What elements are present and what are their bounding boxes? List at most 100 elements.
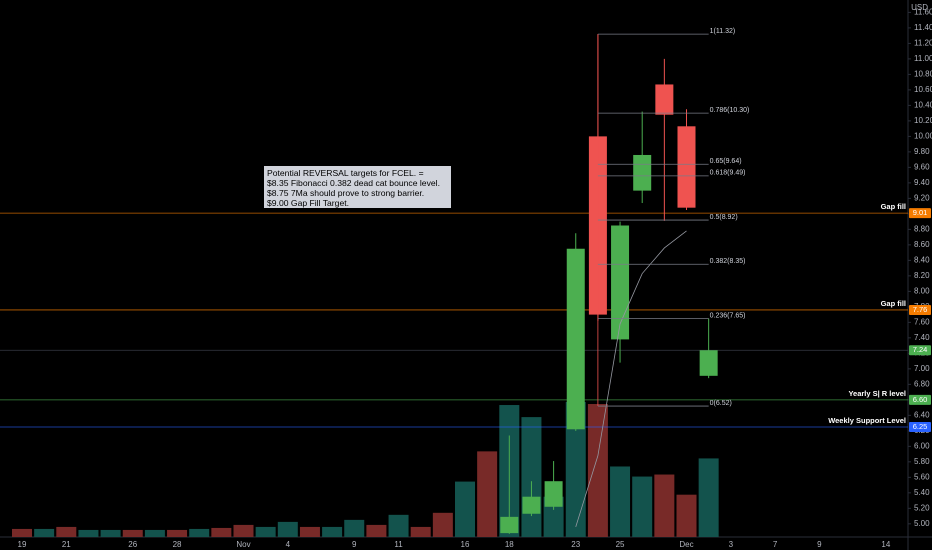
level-price-label: 7.76 xyxy=(913,305,928,314)
y-tick-label: 10.00 xyxy=(914,131,932,140)
y-tick-label: 8.00 xyxy=(914,286,930,295)
annotation-line: Potential REVERSAL targets for FCEL. = xyxy=(267,168,424,178)
y-tick-label: 6.00 xyxy=(914,441,930,450)
fib-label: 1(11.32) xyxy=(710,28,736,35)
level-price-box xyxy=(909,394,931,405)
annotation-box xyxy=(264,166,451,208)
y-tick-label: 8.20 xyxy=(914,271,930,280)
candle-body xyxy=(566,248,585,430)
x-tick-label: Nov xyxy=(236,540,250,549)
volume-bar xyxy=(366,524,387,537)
level-name: Gap fill xyxy=(881,299,906,308)
level-price-label: 6.25 xyxy=(913,422,928,431)
x-tick-label: Dec xyxy=(679,540,693,549)
level-name: Weekly Support Level xyxy=(828,416,906,425)
level-price-box xyxy=(909,421,931,432)
level-price-box xyxy=(909,304,931,315)
volume-bar xyxy=(144,529,165,537)
level-price-label: 6.60 xyxy=(913,395,928,404)
fib-label: 0.236(7.65) xyxy=(710,312,746,319)
volume-bar xyxy=(277,521,298,537)
volume-bar xyxy=(698,458,719,537)
x-tick-label: 9 xyxy=(817,540,822,549)
x-tick-label: 16 xyxy=(461,540,470,549)
y-tick-label: 10.80 xyxy=(914,69,932,78)
moving-average xyxy=(575,230,687,528)
x-tick-label: 3 xyxy=(729,540,734,549)
volume-bar xyxy=(255,526,276,537)
level-price-label: 9.01 xyxy=(913,208,928,217)
y-tick-label: 5.20 xyxy=(914,503,930,512)
y-tick-label: 9.40 xyxy=(914,178,930,187)
annotation: Potential REVERSAL targets for FCEL. = $8… xyxy=(267,168,440,208)
y-tick-label: 7.00 xyxy=(914,364,930,373)
x-tick-label: 4 xyxy=(286,540,291,549)
x-tick-label: 25 xyxy=(616,540,625,549)
candle-body xyxy=(522,496,541,514)
y-tick-label: 10.20 xyxy=(914,116,932,125)
fib-layer: 1(11.32) 0.786(10.30) 0.65(9.64) 0.618(9.49… xyxy=(597,28,750,407)
volume-bar xyxy=(388,514,409,537)
fib-label: 0.5(8.92) xyxy=(710,214,738,221)
x-tick-label: 7 xyxy=(773,540,778,549)
y-tick-label: 10.40 xyxy=(914,100,932,109)
y-tick-label: 9.20 xyxy=(914,193,930,202)
x-tick-label: 11 xyxy=(394,540,403,549)
candle-body xyxy=(500,516,519,534)
volume-bar xyxy=(211,527,232,537)
x-tick-label: 21 xyxy=(62,540,71,549)
fib-label: 0.65(9.64) xyxy=(710,158,742,165)
y-tick-label: 7.60 xyxy=(914,317,930,326)
volume-bar xyxy=(299,526,320,537)
fib-label: 0.618(9.49) xyxy=(710,170,746,177)
x-tick-label: 26 xyxy=(128,540,137,549)
y-tick-label: 10.60 xyxy=(914,85,932,94)
volume-bar xyxy=(432,512,453,537)
fib-label: 0.382(8.35) xyxy=(710,258,746,265)
candle-body xyxy=(699,350,718,376)
annotation-line: $9.00 Gap Fill Target. xyxy=(267,198,349,208)
candle-body xyxy=(611,225,630,340)
volume-bar xyxy=(100,529,121,537)
annotation-line: $8.75 7Ma should prove to strong barrier… xyxy=(267,188,424,198)
level-price-box xyxy=(909,208,931,219)
volume-bar xyxy=(122,529,143,537)
x-tick-label: 9 xyxy=(352,540,357,549)
volume-bar xyxy=(455,481,475,537)
fib-label: 0.786(10.30) xyxy=(710,107,750,114)
y-tick-label: 5.80 xyxy=(914,457,930,466)
volume-bar xyxy=(56,526,77,537)
level-layer: Gap fill Gap fill Yearly S| R level Weekly … xyxy=(0,202,908,428)
candle-body xyxy=(633,154,652,191)
y-tick-label: 5.00 xyxy=(914,519,930,528)
level-name: Gap fill xyxy=(881,202,906,211)
volume-bar xyxy=(587,404,608,537)
candle-body xyxy=(655,84,674,115)
y-tick-label: 5.40 xyxy=(914,488,930,497)
y-tick-label: 9.80 xyxy=(914,147,930,156)
volume-bar xyxy=(610,466,631,537)
y-tick-label: 11.40 xyxy=(914,23,932,32)
y-tick-label: 5.60 xyxy=(914,472,930,481)
x-tick-label: 18 xyxy=(505,540,514,549)
candle-body xyxy=(544,481,563,507)
y-tick-label: 6.40 xyxy=(914,410,930,419)
volume-bar xyxy=(233,524,254,537)
level-name: Yearly S| R level xyxy=(848,389,906,398)
y-tick-label: 11.20 xyxy=(914,39,932,48)
volume-bar xyxy=(565,402,586,537)
volume-bar xyxy=(521,417,542,537)
candle-body xyxy=(677,126,696,208)
axis-unit: USD xyxy=(911,3,928,12)
y-tick-label: 6.80 xyxy=(914,379,930,388)
volume-bar xyxy=(322,526,343,537)
volume-bar xyxy=(34,528,55,537)
volume-bar xyxy=(632,476,653,537)
y-tick-label: 11.00 xyxy=(914,54,932,63)
fib-label: 0(6.52) xyxy=(710,400,732,407)
y-tick-label: 9.60 xyxy=(914,162,930,171)
volume-bar xyxy=(477,451,498,537)
